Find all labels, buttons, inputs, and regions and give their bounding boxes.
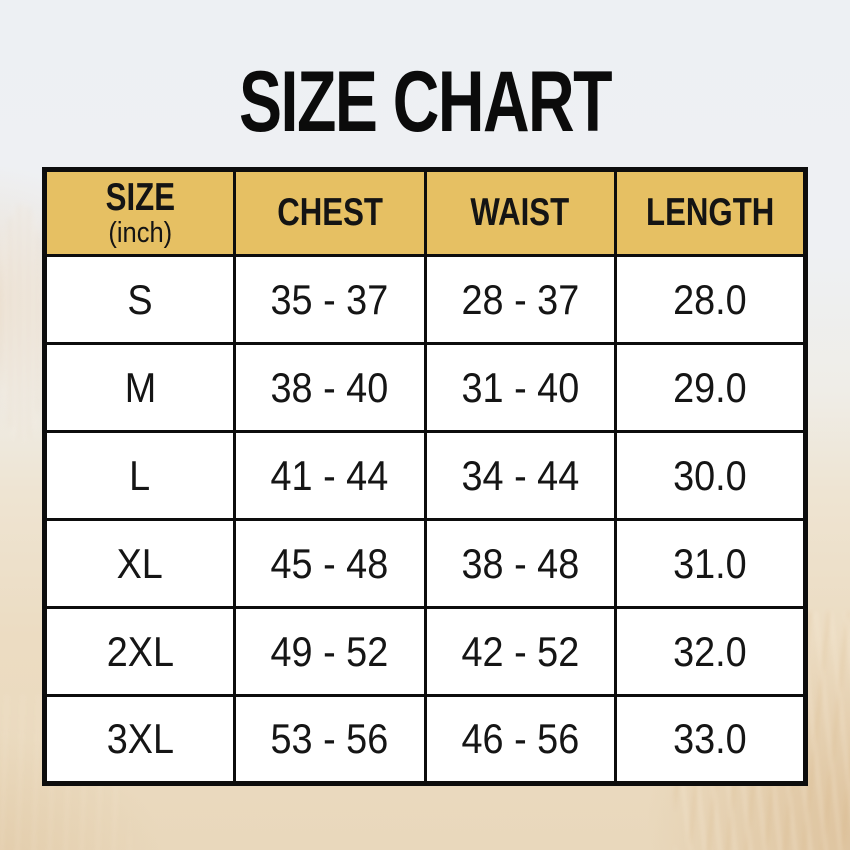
length-cell: 33.0 <box>613 694 808 785</box>
table-row-m: M 38 - 40 31 - 40 29.0 <box>42 342 808 433</box>
chest-cell: 41 - 44 <box>233 430 427 521</box>
column-header-length: LENGTH <box>613 168 808 257</box>
length-cell: 31.0 <box>613 518 808 609</box>
table-row-3xl: 3XL 53 - 56 46 - 56 33.0 <box>42 694 808 785</box>
size-chart-table: SIZE (inch) CHEST WAIST LENGTH S 35 - 37… <box>42 167 808 786</box>
table-row-l: L 41 - 44 34 - 44 30.0 <box>42 430 808 521</box>
length-cell: 29.0 <box>613 342 808 433</box>
chest-cell: 38 - 40 <box>233 342 427 433</box>
table-row-s: S 35 - 37 28 - 37 28.0 <box>42 254 808 345</box>
size-cell: 3XL <box>42 694 237 785</box>
table-row-2xl: 2XL 49 - 52 42 - 52 32.0 <box>42 606 808 697</box>
column-header-waist: WAIST <box>423 168 617 257</box>
page-title: SIZE CHART <box>239 54 613 150</box>
header-row: SIZE (inch) CHEST WAIST LENGTH <box>42 168 808 257</box>
size-cell: 2XL <box>42 606 237 697</box>
chest-cell: 49 - 52 <box>233 606 427 697</box>
length-cell: 32.0 <box>613 606 808 697</box>
table-header: SIZE (inch) CHEST WAIST LENGTH <box>42 168 808 257</box>
waist-cell: 34 - 44 <box>423 430 617 521</box>
length-cell: 28.0 <box>613 254 808 345</box>
column-header-chest: CHEST <box>233 168 427 257</box>
waist-cell: 38 - 48 <box>423 518 617 609</box>
table-row-xl: XL 45 - 48 38 - 48 31.0 <box>42 518 808 609</box>
size-cell: L <box>42 430 237 521</box>
chest-cell: 35 - 37 <box>233 254 427 345</box>
background-blur-streaks <box>0 205 44 440</box>
chest-cell: 45 - 48 <box>233 518 427 609</box>
waist-cell: 28 - 37 <box>423 254 617 345</box>
waist-cell: 42 - 52 <box>423 606 617 697</box>
length-cell: 30.0 <box>613 430 808 521</box>
size-cell: M <box>42 342 237 433</box>
chest-header-label: CHEST <box>277 190 383 234</box>
length-header-label: LENGTH <box>645 190 774 234</box>
size-cell: XL <box>42 518 237 609</box>
waist-cell: 46 - 56 <box>423 694 617 785</box>
size-header-label: SIZE <box>105 175 175 219</box>
size-cell: S <box>42 254 237 345</box>
size-header-unit: (inch) <box>108 217 173 250</box>
chest-cell: 53 - 56 <box>233 694 427 785</box>
waist-cell: 31 - 40 <box>423 342 617 433</box>
table-body: S 35 - 37 28 - 37 28.0 M 38 - 40 31 - 40… <box>42 254 808 785</box>
column-header-size: SIZE (inch) <box>42 168 237 257</box>
waist-header-label: WAIST <box>470 190 570 234</box>
